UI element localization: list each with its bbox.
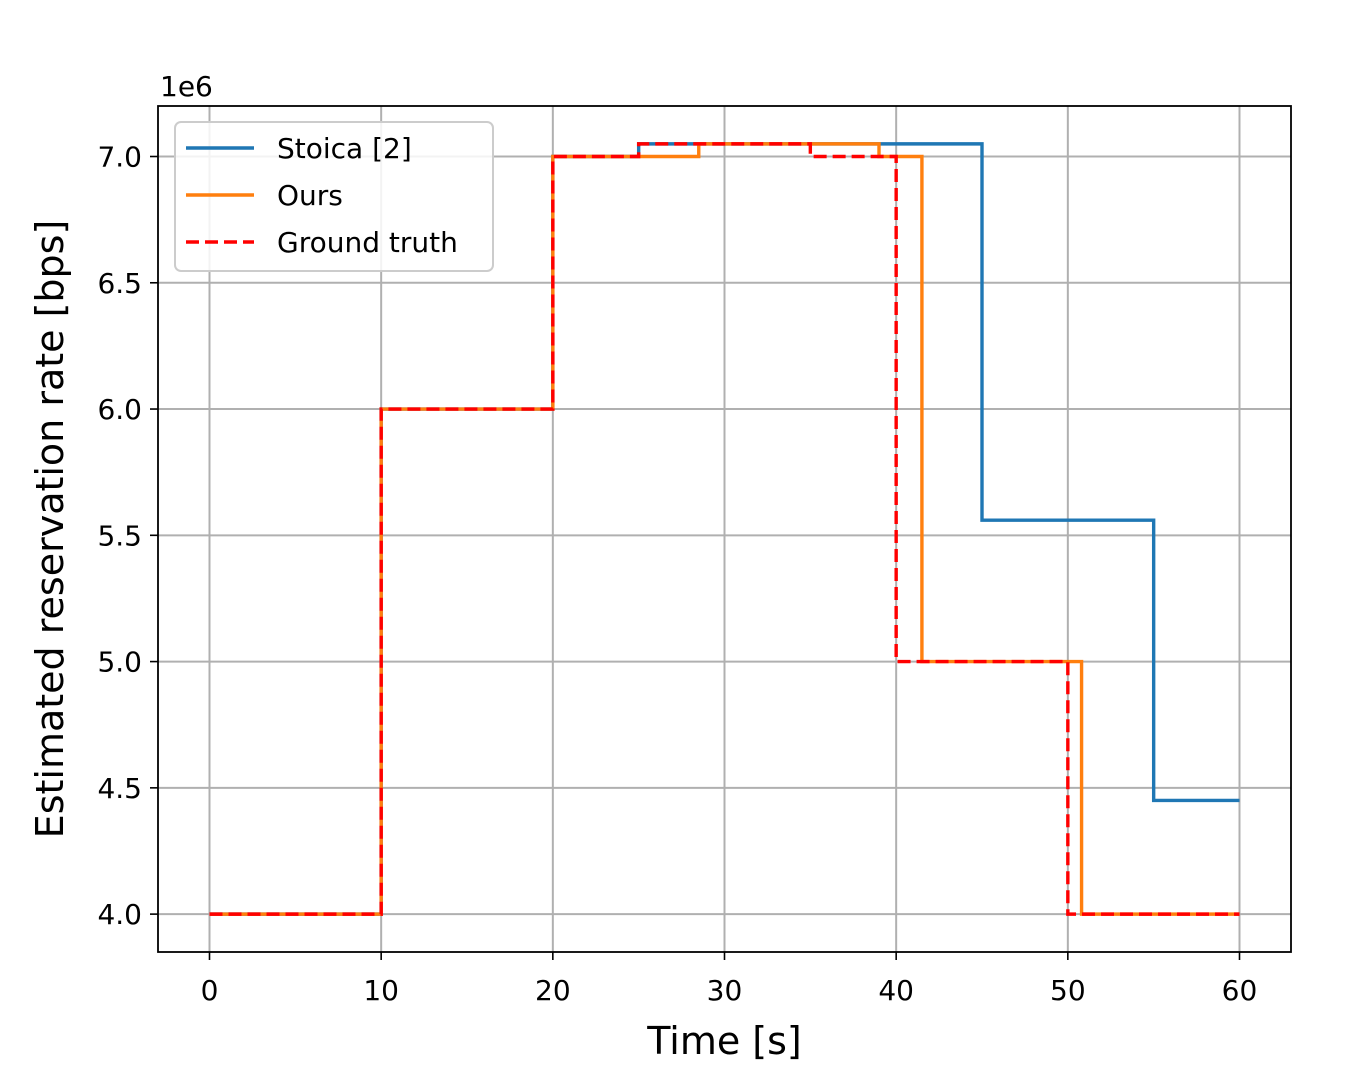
x-tick-label: 30 bbox=[707, 974, 743, 1007]
legend-label-ground-truth: Ground truth bbox=[277, 226, 458, 259]
x-axis-label: Time [s] bbox=[646, 1019, 802, 1063]
x-tick-label: 40 bbox=[878, 974, 914, 1007]
y-tick-label: 6.5 bbox=[97, 267, 142, 300]
ticks: 0 10 20 30 40 50 60 4.0 4.5 5.0 5.5 6.0 6.5 7.0 bbox=[97, 141, 1257, 1007]
series-line-ground-truth bbox=[209, 142, 1240, 916]
legend-label-ours: Ours bbox=[277, 179, 343, 212]
legend-box bbox=[174, 121, 494, 272]
legend-label-stoica-2: Stoica [2] bbox=[277, 132, 412, 165]
legend: Stoica [2] Ours Ground truth bbox=[174, 121, 494, 272]
y-axis-label: Estimated reservation rate [bps] bbox=[28, 220, 72, 839]
x-tick-label: 10 bbox=[363, 974, 399, 1007]
x-tick-label: 20 bbox=[535, 974, 571, 1007]
y-tick-label: 5.5 bbox=[97, 519, 142, 552]
y-tick-label: 7.0 bbox=[97, 141, 142, 174]
y-tick-label: 6.0 bbox=[97, 393, 142, 426]
y-tick-label: 4.5 bbox=[97, 772, 142, 805]
x-tick-label: 0 bbox=[201, 974, 219, 1007]
x-tick-label: 60 bbox=[1222, 974, 1258, 1007]
y-tick-label: 5.0 bbox=[97, 646, 142, 679]
y-offset-label: 1e6 bbox=[160, 70, 213, 103]
series-layer bbox=[209, 142, 1240, 916]
x-tick-label: 50 bbox=[1050, 974, 1086, 1007]
y-tick-label: 4.0 bbox=[97, 898, 142, 931]
